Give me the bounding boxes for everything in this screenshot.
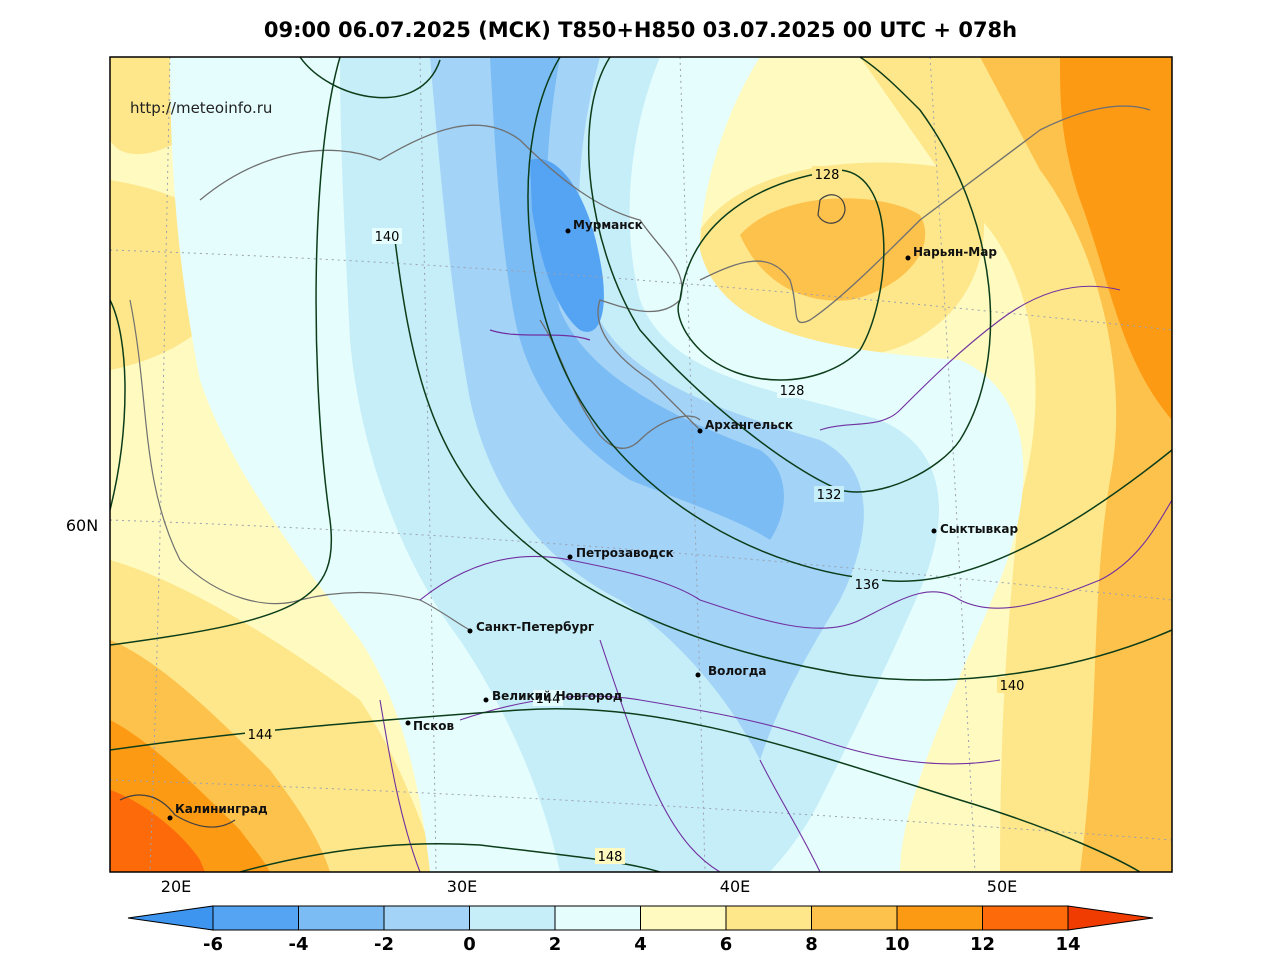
contour-label-128b: 128 [780, 384, 805, 399]
colorbar-tick-label: -6 [203, 934, 223, 955]
city-kaliningrad: Калининград [167, 802, 268, 821]
contour-label-140b: 140 [1000, 679, 1025, 694]
city-name: Сыктывкар [940, 522, 1018, 536]
colorbar-tick-label: 12 [970, 934, 995, 955]
coastlines [119, 105, 1172, 872]
lon-label-20e: 20E [161, 877, 191, 896]
city-dot [483, 697, 489, 703]
city-name: Санкт-Петербург [476, 620, 594, 634]
city-name: Архангельск [705, 418, 793, 432]
graticule [110, 57, 1172, 872]
contour-label: 140 [997, 677, 1027, 694]
colorbar-segment [982, 905, 1069, 931]
contour-label-144b: 144 [536, 692, 561, 707]
lon-label-40e: 40E [720, 877, 750, 896]
contour-label: 140 [372, 228, 402, 245]
colorbar-extend-high [1067, 905, 1154, 931]
height-contours [110, 57, 1172, 872]
contour-label-128a: 128 [815, 168, 840, 183]
lon-label-50e: 50E [987, 877, 1017, 896]
contour-label-group: 128 128 132 136 140 140 144 144 148 [245, 166, 1027, 865]
city-name: Псков [413, 719, 455, 733]
city-name: Петрозаводск [576, 546, 674, 560]
colorbar-tick-label: 4 [634, 934, 647, 955]
city-name: Калининград [175, 802, 268, 816]
colorbar-segment [298, 905, 385, 931]
source-url: http://meteoinfo.ru [130, 99, 272, 117]
city-naryan-mar: Нарьян-Мар [905, 245, 997, 261]
city-vologda: Вологда [695, 664, 766, 678]
map-frame [109, 56, 1173, 873]
city-dot [565, 228, 571, 234]
contour-label: 136 [852, 576, 882, 593]
contour-label: 148 [595, 848, 625, 865]
colorbar-segment [640, 905, 727, 931]
city-dot [167, 815, 173, 821]
contour-label-144a: 144 [248, 728, 273, 743]
contour-label: 128 [812, 166, 842, 183]
colorbar-tick-label: 8 [805, 934, 818, 955]
city-dot [467, 628, 473, 634]
city-petrozavodsk: Петрозаводск [567, 546, 674, 560]
city-dot [695, 672, 701, 678]
temperature-field [110, 57, 1172, 872]
city-markers: Мурманск Нарьян-Мар Архангельск Сыктывка… [167, 218, 1018, 821]
city-name: Вологда [708, 664, 766, 678]
lat-label-60n: 60N [66, 516, 98, 535]
city-syktyvkar: Сыктывкар [931, 522, 1018, 536]
colorbar-tick-label: 6 [720, 934, 733, 955]
colorbar-extend-low [127, 905, 214, 931]
city-dot [567, 554, 573, 560]
colorbar-tick-label: 0 [463, 934, 476, 955]
map-title: 09:00 06.07.2025 (МСК) T850+H850 03.07.2… [263, 18, 1018, 42]
contour-label-140a: 140 [375, 230, 400, 245]
city-arkhangelsk: Архангельск [697, 418, 793, 434]
colorbar-segment [383, 905, 470, 931]
colorbar-tick-label: -4 [289, 934, 309, 955]
city-veliky-novgorod: Великий Новгород [483, 689, 623, 703]
contour-label: 144 [245, 726, 275, 743]
colorbar-segment [725, 905, 812, 931]
city-pskov: Псков [405, 719, 455, 733]
colorbar-segment [896, 905, 983, 931]
contour-label-148: 148 [598, 850, 623, 865]
contour-label-136: 136 [855, 578, 880, 593]
colorbar-segment [212, 905, 299, 931]
colorbar-tick-label: 14 [1055, 934, 1080, 955]
colorbar-tick-label: -2 [374, 934, 394, 955]
city-dot [905, 255, 911, 261]
colorbar: -6 -4 -2 0 2 4 6 8 10 12 14 [127, 905, 1154, 955]
lon-label-30e: 30E [447, 877, 477, 896]
colorbar-segment [811, 905, 898, 931]
colorbar-tick-label: 10 [884, 934, 909, 955]
city-dot [405, 720, 411, 726]
colorbar-tick-label: 2 [549, 934, 562, 955]
colorbar-segment [554, 905, 641, 931]
contour-label-132: 132 [817, 488, 842, 503]
contour-label: 132 [814, 486, 844, 503]
city-murmansk: Мурманск [565, 218, 643, 234]
colorbar-segment [469, 905, 556, 931]
city-dot [931, 528, 937, 534]
contour-label: 128 [777, 382, 807, 399]
contour-label: 144 [533, 690, 563, 707]
city-saint-petersburg: Санкт-Петербург [467, 620, 594, 634]
city-dot [697, 428, 703, 434]
city-name: Нарьян-Мар [913, 245, 997, 259]
city-name: Великий Новгород [492, 689, 623, 703]
city-name: Мурманск [573, 218, 643, 232]
